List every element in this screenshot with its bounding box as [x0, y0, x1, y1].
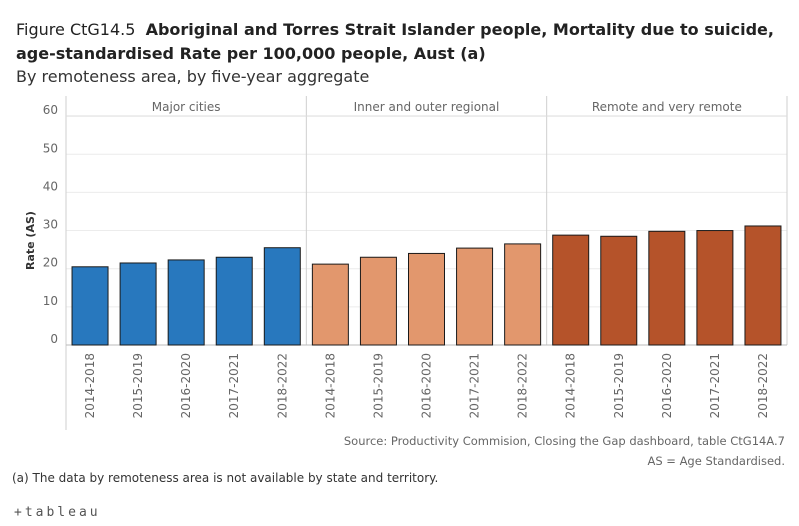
- panel-header-label: Remote and very remote: [592, 100, 742, 114]
- bar: [600, 235, 638, 346]
- bar: [215, 256, 253, 346]
- x-tick-label: 2016-2020: [420, 353, 434, 418]
- y-axis-label: Rate (AS): [24, 211, 37, 270]
- x-tick-label: 2017-2021: [708, 353, 722, 418]
- as-note: AS = Age Standardised.: [647, 454, 785, 468]
- x-tick-label: 2018-2022: [275, 353, 289, 418]
- x-tick-label: 2018-2022: [756, 353, 770, 418]
- bar: [456, 247, 494, 346]
- y-tick-label: 20: [43, 256, 58, 270]
- x-tick-label: 2016-2020: [179, 353, 193, 418]
- figure-label: Figure CtG14.5: [16, 20, 136, 39]
- y-tick-label: 10: [43, 294, 58, 308]
- source-note: Source: Productivity Commision, Closing …: [343, 434, 785, 448]
- y-tick-label: 50: [43, 141, 58, 155]
- y-tick-label: 60: [43, 103, 58, 117]
- x-tick-label: 2016-2020: [660, 353, 674, 418]
- tableau-logo[interactable]: +tableau: [14, 505, 101, 520]
- chart-subtitle: By remoteness area, by five-year aggrega…: [16, 67, 370, 86]
- chart-title-part1: Aboriginal and Torres Strait Islander pe…: [145, 20, 774, 39]
- bar: [504, 243, 542, 346]
- bar: [263, 247, 301, 346]
- x-tick-label: 2018-2022: [516, 353, 530, 418]
- x-tick-label: 2014-2018: [323, 353, 337, 418]
- bar: [744, 225, 782, 346]
- bar: [71, 266, 109, 346]
- bar: [167, 259, 205, 346]
- panel-header-label: Major cities: [152, 100, 221, 114]
- x-tick-label: 2017-2021: [468, 353, 482, 418]
- panel-header-label: Inner and outer regional: [354, 100, 500, 114]
- x-tick-label: 2015-2019: [371, 353, 385, 418]
- x-tick-label: 2014-2018: [83, 353, 97, 418]
- footnote: (a) The data by remoteness area is not a…: [12, 471, 439, 485]
- chart-title-line-2: age-standardised Rate per 100,000 people…: [16, 44, 486, 63]
- bar: [311, 263, 349, 346]
- x-tick-label: 2014-2018: [564, 353, 578, 418]
- bar: [408, 252, 445, 346]
- x-tick-label: 2017-2021: [227, 353, 241, 418]
- bar: [359, 256, 397, 346]
- bar: [552, 234, 590, 346]
- y-tick-label: 0: [50, 332, 58, 346]
- y-tick-label: 30: [43, 218, 58, 232]
- x-tick-label: 2015-2019: [612, 353, 626, 418]
- x-tick-label: 2015-2019: [131, 353, 145, 418]
- y-tick-label: 40: [43, 179, 58, 193]
- bar: [119, 262, 157, 346]
- bar: [696, 230, 734, 346]
- bar: [648, 230, 686, 346]
- chart-title-line-1: Figure CtG14.5 Aboriginal and Torres Str…: [16, 20, 774, 40]
